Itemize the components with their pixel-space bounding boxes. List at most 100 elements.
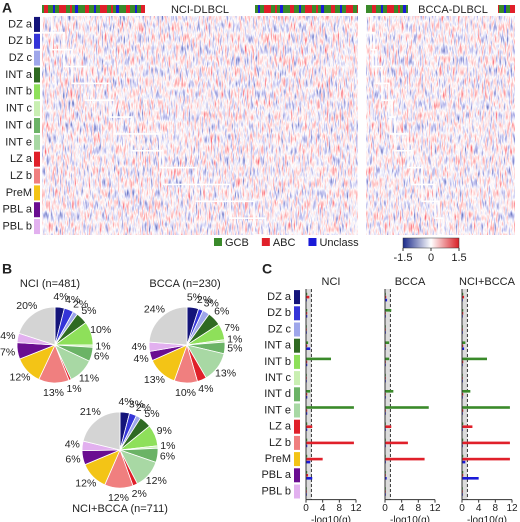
bar — [462, 460, 466, 464]
pie-value-label: 4% — [131, 341, 146, 353]
x-tick-label: 12 — [429, 503, 441, 514]
cluster-box — [159, 149, 164, 169]
pie-value-label: 7% — [0, 346, 15, 358]
cluster-box — [389, 116, 396, 135]
cluster-label: PreM — [265, 453, 291, 465]
bar — [462, 422, 464, 425]
pie-value-label: 24% — [144, 304, 165, 316]
cluster-chip — [34, 16, 40, 32]
cluster-chip — [294, 419, 300, 434]
bar — [462, 425, 473, 428]
pie-value-label: 5% — [81, 305, 96, 317]
cluster-label: INT a — [5, 69, 33, 81]
pie-slice — [82, 411, 121, 451]
cluster-chip — [294, 452, 300, 467]
x-axis-label: -log10(q) — [467, 515, 507, 522]
cluster-chip — [294, 435, 300, 450]
bar — [306, 315, 308, 318]
pie-value-label: 4% — [65, 294, 80, 306]
plot-title: NCI+BCCA — [459, 276, 516, 288]
pie-value-label: 12% — [146, 475, 167, 487]
pie-value-label: 1% — [95, 340, 110, 352]
bar — [462, 393, 464, 396]
pie-value-label: 4% — [65, 438, 80, 450]
pie-title: NCI (n=481) — [20, 278, 80, 290]
pie-value-label: 7% — [224, 322, 239, 334]
cluster-chip — [294, 403, 300, 418]
bar — [462, 344, 464, 347]
bar — [306, 363, 308, 367]
x-tick-label: 4 — [320, 503, 326, 514]
bar — [306, 295, 310, 299]
x-tick-label: 0 — [459, 503, 465, 514]
pie-value-label: 5% — [227, 343, 242, 355]
cluster-chip — [34, 33, 40, 49]
panel-label: B — [2, 261, 12, 277]
cluster-box — [365, 15, 372, 34]
cluster-box — [63, 48, 73, 68]
pie-value-label: 12% — [108, 492, 129, 504]
bar — [306, 312, 308, 315]
cluster-box — [434, 200, 440, 219]
cluster-label: LZ a — [269, 421, 292, 433]
heatmap — [42, 16, 358, 235]
pie-value-label: 1% — [160, 440, 175, 452]
pie-value-label: 1% — [66, 383, 81, 395]
bar — [385, 425, 392, 428]
pie-value-label: 5% — [187, 291, 202, 303]
x-tick-label: 12 — [506, 503, 518, 514]
cluster-label: INT b — [5, 86, 32, 98]
pie-title: BCCA (n=230) — [149, 278, 220, 290]
bar — [306, 474, 309, 477]
bar — [462, 409, 464, 412]
pie-value-label: 12% — [10, 372, 31, 384]
cluster-chip — [34, 50, 40, 66]
plot-title: BCCA — [395, 276, 426, 288]
cluster-chip — [294, 387, 300, 402]
pie-value-label: 9% — [157, 425, 172, 437]
cluster-box — [51, 32, 65, 51]
bar — [385, 457, 425, 461]
bar — [385, 477, 387, 480]
x-tick-label: 8 — [493, 503, 499, 514]
bar — [385, 357, 390, 361]
bar — [462, 474, 464, 477]
bar — [385, 441, 408, 445]
pie-value-label: 2% — [136, 402, 151, 414]
bar — [462, 341, 466, 344]
bar — [306, 441, 354, 445]
bar — [306, 406, 354, 409]
pie-value-label: 13% — [43, 387, 64, 399]
panel-label: A — [2, 0, 12, 16]
bar — [385, 406, 429, 409]
panel-label: C — [262, 261, 272, 277]
bar — [306, 412, 308, 415]
pie-value-label: 13% — [144, 374, 165, 386]
cluster-box — [71, 65, 86, 85]
x-tick-label: 12 — [350, 503, 362, 514]
cluster-label: INT d — [264, 388, 291, 400]
cluster-box — [84, 82, 111, 102]
legend-swatch — [214, 238, 222, 246]
pie-value-label: 3% — [129, 399, 144, 411]
bar — [306, 409, 308, 412]
legend-label: ABC — [273, 237, 296, 249]
pie-value-label: 20% — [16, 300, 37, 312]
pie-value-label: 3% — [204, 297, 219, 309]
pie-value-label: 12% — [75, 477, 96, 489]
bar — [306, 428, 308, 431]
bar — [462, 457, 510, 461]
pie-value-label: 4% — [118, 396, 133, 408]
bar — [306, 393, 308, 396]
cluster-chip — [294, 306, 300, 321]
cluster-box — [438, 217, 444, 236]
plot-title: NCI — [322, 276, 341, 288]
cluster-box — [162, 166, 197, 186]
cluster-label: INT c — [6, 103, 33, 115]
cluster-label: LZ b — [10, 170, 32, 182]
bar — [385, 390, 394, 393]
title-bg — [145, 4, 255, 15]
bar — [462, 438, 464, 442]
x-axis-label: -log10(q) — [390, 515, 430, 522]
